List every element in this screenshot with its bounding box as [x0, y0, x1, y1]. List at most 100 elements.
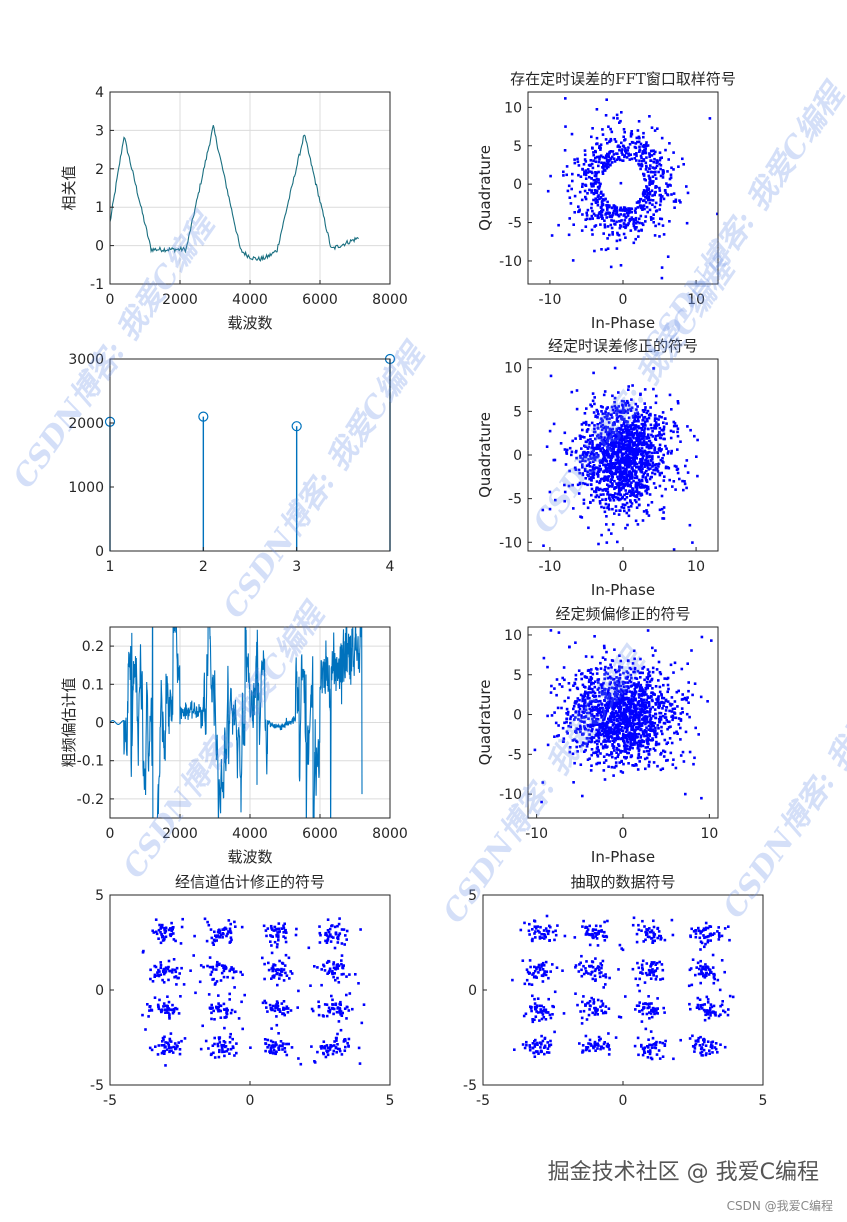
tick-label-x: -10 — [525, 826, 548, 842]
scatter-point — [584, 455, 588, 459]
scatter-point — [605, 204, 608, 207]
scatter-point — [271, 1051, 275, 1055]
scatter-point — [222, 932, 225, 936]
scatter-point — [325, 1003, 329, 1006]
scatter-point — [693, 434, 696, 438]
scatter-point — [626, 751, 629, 755]
scatter-point — [622, 445, 625, 448]
scatter-point — [606, 676, 610, 680]
scatter-point — [641, 223, 645, 227]
scatter-point — [645, 196, 649, 200]
scatter-point — [662, 506, 666, 509]
scatter-point — [630, 157, 634, 161]
scatter-point — [207, 923, 211, 927]
scatter-point — [645, 717, 649, 721]
scatter-point — [167, 928, 171, 932]
scatter-point — [648, 748, 652, 751]
scatter-point — [685, 712, 689, 716]
scatter-point — [611, 233, 614, 236]
scatter-point — [587, 740, 591, 743]
scatter-point — [632, 420, 636, 423]
scatter-point — [605, 454, 609, 457]
scatter-point — [545, 929, 549, 933]
scatter-point — [647, 446, 651, 450]
scatter-point — [557, 724, 560, 727]
scatter-point — [599, 1047, 602, 1051]
scatter-point — [610, 697, 614, 700]
scatter-point — [586, 742, 589, 746]
scatter-point — [630, 702, 633, 706]
scatter-point — [605, 162, 608, 166]
scatter-point — [590, 655, 594, 659]
scatter-point — [634, 146, 638, 150]
scatter-point — [620, 697, 623, 701]
scatter-point — [272, 967, 275, 971]
tick-label-y: -5 — [90, 1078, 104, 1094]
scatter-point — [602, 644, 606, 648]
scatter-point — [534, 927, 538, 930]
scatter-point — [659, 217, 662, 220]
scatter-point — [590, 737, 594, 741]
scatter-point — [642, 416, 645, 419]
scatter-point — [563, 934, 567, 938]
scatter-point — [610, 219, 613, 222]
scatter-point — [641, 441, 645, 444]
scatter-point — [632, 682, 636, 685]
scatter-point — [607, 695, 611, 698]
scatter-point — [641, 721, 645, 725]
scatter-point — [168, 1013, 171, 1016]
scatter-point — [620, 688, 623, 691]
scatter-point — [342, 964, 345, 967]
scatter-point — [594, 447, 597, 451]
scatter-point — [565, 452, 569, 455]
scatter-point — [327, 935, 330, 938]
scatter-point — [569, 202, 573, 205]
scatter-point — [568, 196, 572, 199]
scatter-point — [218, 1036, 222, 1039]
scatter-point — [641, 150, 645, 153]
scatter-point — [640, 464, 643, 468]
scatter-point — [654, 422, 658, 426]
scatter-point — [634, 228, 637, 231]
scatter-point — [658, 426, 662, 430]
scatter-point — [581, 794, 584, 798]
scatter-point — [643, 701, 646, 704]
scatter-point — [630, 467, 633, 470]
scatter-point — [648, 670, 651, 674]
scatter-point — [654, 438, 658, 441]
scatter-point — [167, 965, 170, 969]
scatter-point — [636, 425, 640, 429]
scatter-point — [565, 448, 569, 452]
scatter-point — [670, 703, 674, 706]
scatter-point — [606, 450, 610, 453]
scatter-point — [654, 421, 658, 424]
scatter-point — [594, 495, 597, 499]
scatter-point — [612, 703, 615, 707]
scatter-point — [540, 800, 543, 804]
scatter-point — [613, 749, 616, 752]
scatter-point — [529, 965, 532, 969]
scatter-point — [289, 1009, 293, 1012]
scatter-point — [611, 441, 615, 445]
scatter-point — [286, 1011, 290, 1014]
scatter-point — [283, 922, 286, 926]
scatter-point — [543, 1052, 546, 1056]
scatter-point — [587, 463, 590, 466]
scatter-point — [604, 156, 608, 160]
scatter-point — [530, 983, 534, 986]
scatter-point — [614, 213, 618, 216]
scatter-point — [672, 671, 675, 674]
scatter-point — [591, 399, 595, 403]
scatter-point — [535, 967, 538, 971]
scatter-point — [565, 165, 569, 168]
scatter-point — [284, 1007, 287, 1010]
scatter-point — [612, 719, 616, 722]
scatter-point — [157, 928, 161, 932]
scatter-point — [326, 939, 329, 942]
scatter-point — [648, 684, 651, 687]
scatter-point — [573, 738, 576, 741]
scatter-point — [595, 452, 598, 455]
scatter-point — [331, 1052, 335, 1056]
scatter-point — [205, 939, 209, 943]
scatter-point — [538, 1019, 541, 1022]
